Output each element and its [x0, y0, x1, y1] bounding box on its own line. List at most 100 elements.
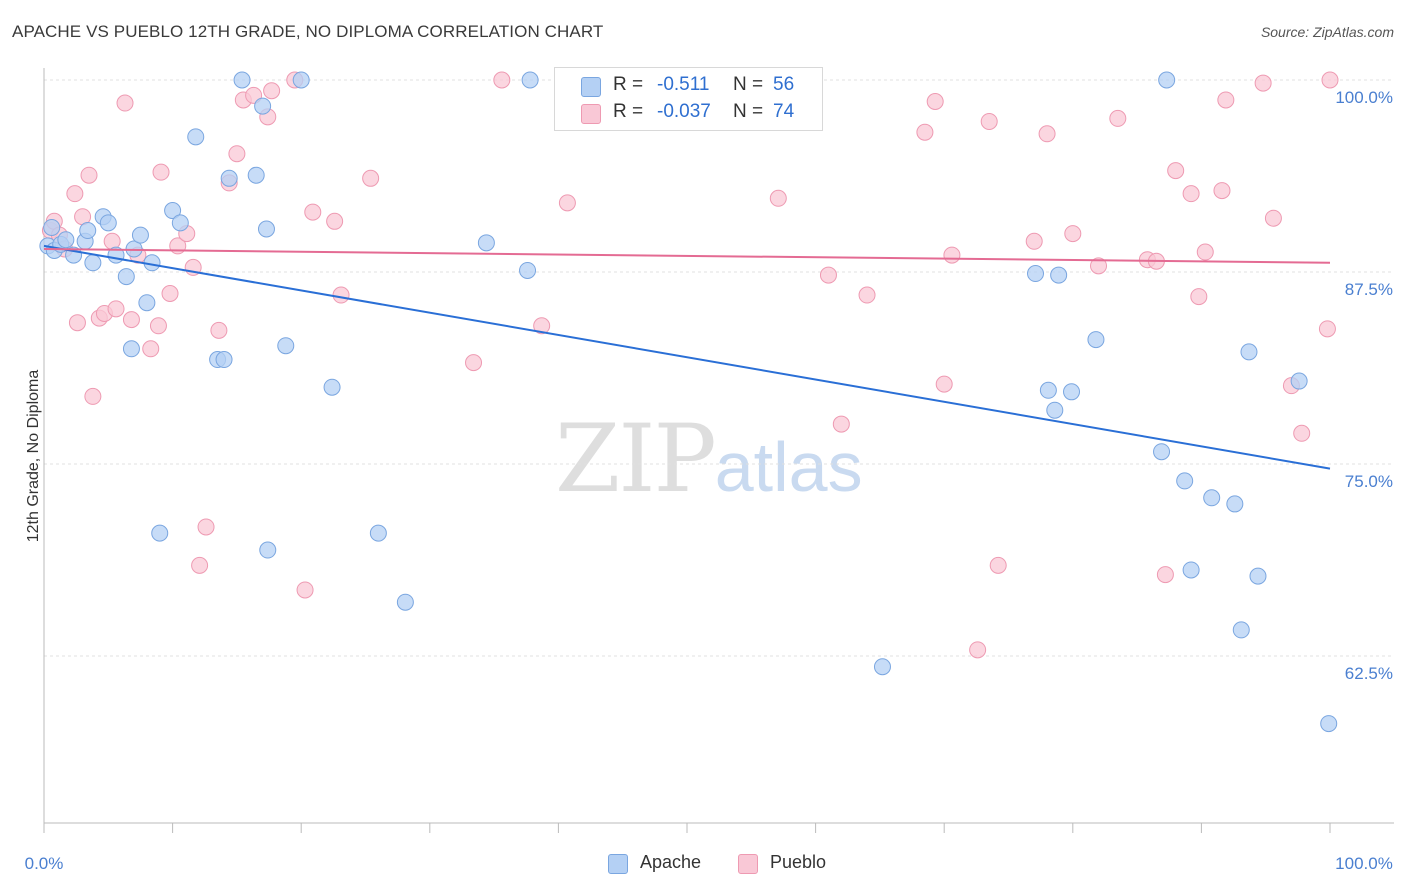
apache-trend-line — [43, 244, 1331, 470]
apache-point-41 — [1046, 401, 1064, 419]
apache-point-46 — [1153, 443, 1171, 461]
pueblo-point-46 — [858, 286, 876, 304]
pueblo-point-14 — [122, 311, 140, 329]
apache-point-27 — [254, 97, 272, 115]
apache-points — [39, 71, 1338, 733]
apache-point-53 — [1249, 567, 1267, 585]
apache-point-16 — [138, 294, 156, 312]
pueblo-point-24 — [197, 518, 215, 536]
pueblo-point-67 — [1217, 91, 1235, 109]
x-tick-label-100: 100.0% — [1335, 854, 1393, 873]
pueblo-point-49 — [935, 375, 953, 393]
apache-r-value: -0.511 — [657, 74, 710, 95]
apache-point-38 — [873, 658, 891, 676]
y-tick-labels: 100.0% 87.5% 75.0% 62.5% — [1335, 88, 1393, 683]
pueblo-point-71 — [1293, 424, 1311, 442]
watermark-zip: ZIP — [555, 405, 717, 514]
bottom-apache-label: Apache — [640, 852, 702, 872]
apache-r-label: R = — [613, 74, 644, 95]
bottom-pueblo-label: Pueblo — [770, 852, 827, 872]
apache-point-47 — [1176, 472, 1194, 490]
apache-point-1 — [43, 218, 61, 236]
pueblo-point-62 — [1167, 162, 1185, 180]
apache-point-23 — [215, 351, 233, 369]
apache-point-37 — [521, 71, 539, 89]
apache-point-15 — [131, 226, 149, 244]
apache-point-26 — [247, 166, 265, 184]
apache-point-19 — [164, 202, 182, 220]
pueblo-point-7 — [80, 166, 98, 184]
apache-point-43 — [1063, 383, 1081, 401]
apache-point-44 — [1087, 331, 1105, 349]
pueblo-point-51 — [969, 641, 987, 659]
pueblo-point-56 — [1064, 225, 1082, 243]
pueblo-point-66 — [1213, 182, 1231, 200]
source-label: Source: ZipAtlas.com — [1260, 24, 1394, 40]
pueblo-point-36 — [332, 286, 350, 304]
apache-point-34 — [396, 593, 414, 611]
apache-point-7 — [79, 222, 97, 240]
apache-point-28 — [257, 220, 275, 238]
pueblo-point-27 — [228, 145, 246, 163]
pueblo-point-19 — [161, 285, 179, 303]
apache-point-39 — [1027, 265, 1045, 283]
pueblo-r-value: -0.037 — [657, 101, 711, 122]
pueblo-point-54 — [1025, 232, 1043, 250]
pueblo-point-33 — [296, 581, 314, 599]
apache-point-32 — [323, 378, 341, 396]
pueblo-point-53 — [989, 556, 1007, 574]
pueblo-point-61 — [1156, 566, 1174, 584]
apache-point-24 — [220, 169, 238, 187]
pueblo-point-57 — [1090, 257, 1108, 275]
pueblo-point-23 — [191, 556, 209, 574]
pueblo-point-47 — [916, 123, 934, 141]
apache-point-29 — [259, 541, 277, 559]
pueblo-point-65 — [1196, 243, 1214, 261]
y-tick-label-1: 87.5% — [1345, 280, 1393, 299]
pueblo-point-58 — [1109, 109, 1127, 127]
apache-point-31 — [292, 71, 310, 89]
apache-point-35 — [477, 234, 495, 252]
x-tick-label-0: 0.0% — [25, 854, 64, 873]
pueblo-point-8 — [84, 387, 102, 405]
apache-n-label: N = — [733, 74, 764, 95]
pueblo-point-52 — [980, 112, 998, 130]
pueblo-point-25 — [210, 321, 228, 339]
apache-point-21 — [187, 128, 205, 146]
pueblo-point-41 — [558, 194, 576, 212]
pueblo-point-38 — [465, 354, 483, 372]
pueblo-point-37 — [362, 169, 380, 187]
legend-box: R = -0.511 N = 56 R = -0.037 N = 74 — [554, 67, 823, 131]
apache-point-8 — [84, 254, 102, 272]
pueblo-point-39 — [493, 71, 511, 89]
apache-point-40 — [1050, 266, 1068, 284]
axes — [43, 68, 1394, 824]
pueblo-point-68 — [1254, 74, 1272, 92]
y-axis-label: 12th Grade, No Diploma — [25, 370, 42, 543]
y-tick-label-3: 62.5% — [1345, 664, 1393, 683]
apache-point-48 — [1182, 561, 1200, 579]
x-ticks — [43, 823, 1331, 833]
apache-point-42 — [1039, 381, 1057, 399]
apache-point-50 — [1226, 495, 1244, 513]
pueblo-point-34 — [304, 203, 322, 221]
pueblo-swatch — [581, 104, 601, 124]
apache-n-value: 56 — [773, 74, 795, 95]
pueblo-r-label: R = — [613, 101, 644, 122]
watermark-atlas: atlas — [714, 428, 863, 506]
pueblo-point-55 — [1038, 125, 1056, 143]
pueblo-point-18 — [152, 163, 170, 181]
apache-point-55 — [1320, 715, 1338, 733]
pueblo-point-72 — [1318, 320, 1336, 338]
y-tick-label-0: 100.0% — [1335, 88, 1393, 107]
apache-point-20 — [171, 214, 189, 232]
apache-point-54 — [1290, 372, 1308, 390]
apache-point-18 — [151, 524, 169, 542]
pueblo-point-35 — [326, 212, 344, 230]
pueblo-point-48 — [926, 93, 944, 111]
pueblo-n-value: 74 — [773, 101, 795, 122]
pueblo-point-40 — [533, 317, 551, 335]
trend-lines — [43, 244, 1331, 470]
apache-point-49 — [1203, 489, 1221, 507]
